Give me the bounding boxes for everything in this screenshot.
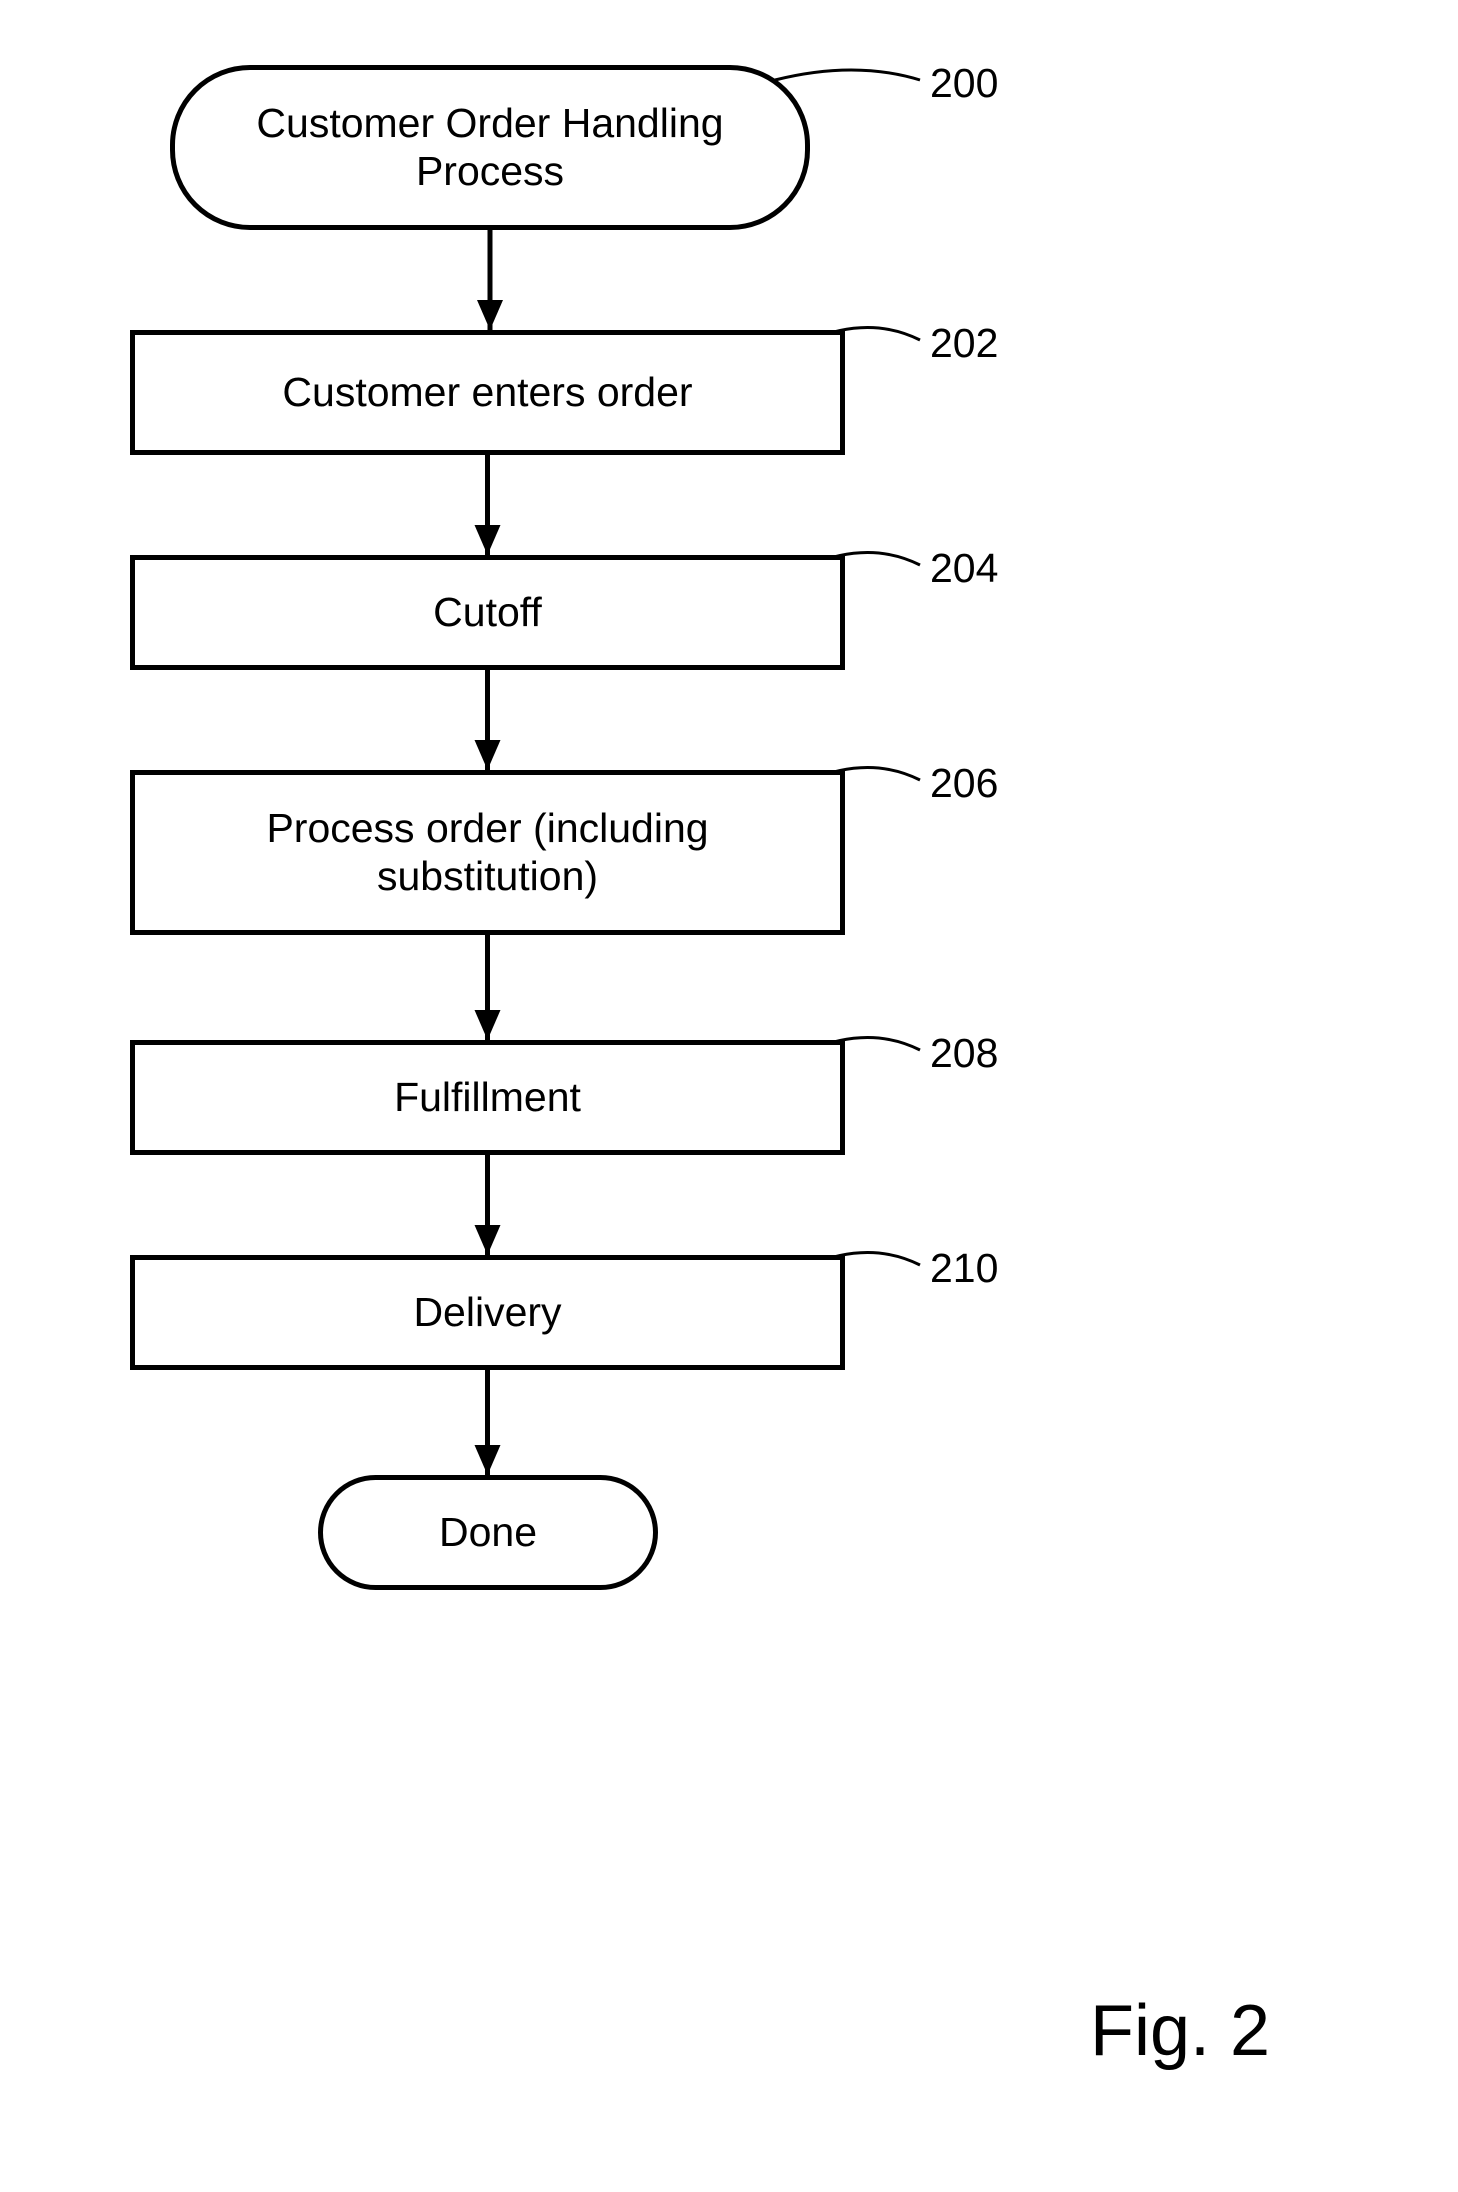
flow-node-n206: Process order (including substitution) [130, 770, 845, 935]
flow-node-label: Fulfillment [376, 1074, 599, 1121]
figure-caption: Fig. 2 [1090, 1990, 1270, 2072]
flow-node-n208: Fulfillment [130, 1040, 845, 1155]
ref-label-208: 208 [930, 1030, 998, 1077]
flow-node-n202: Customer enters order [130, 330, 845, 455]
ref-leader-line [775, 70, 920, 80]
flow-node-n210: Delivery [130, 1255, 845, 1370]
flow-node-label: Customer enters order [264, 369, 710, 416]
ref-label-204: 204 [930, 545, 998, 592]
flow-node-label: Customer Order Handling Process [238, 100, 741, 194]
flow-node-label: Cutoff [415, 589, 560, 636]
ref-label-200: 200 [930, 60, 998, 107]
flow-node-nDone: Done [318, 1475, 658, 1590]
flow-node-label: Process order (including substitution) [248, 805, 726, 899]
ref-label-206: 206 [930, 760, 998, 807]
flow-node-label: Done [421, 1509, 555, 1556]
ref-label-210: 210 [930, 1245, 998, 1292]
flow-node-label: Delivery [395, 1289, 579, 1336]
flow-node-n200: Customer Order Handling Process [170, 65, 810, 230]
flowchart-canvas: Fig. 2 Customer Order Handling Process Cu… [0, 0, 1458, 2192]
flow-node-n204: Cutoff [130, 555, 845, 670]
ref-label-202: 202 [930, 320, 998, 367]
